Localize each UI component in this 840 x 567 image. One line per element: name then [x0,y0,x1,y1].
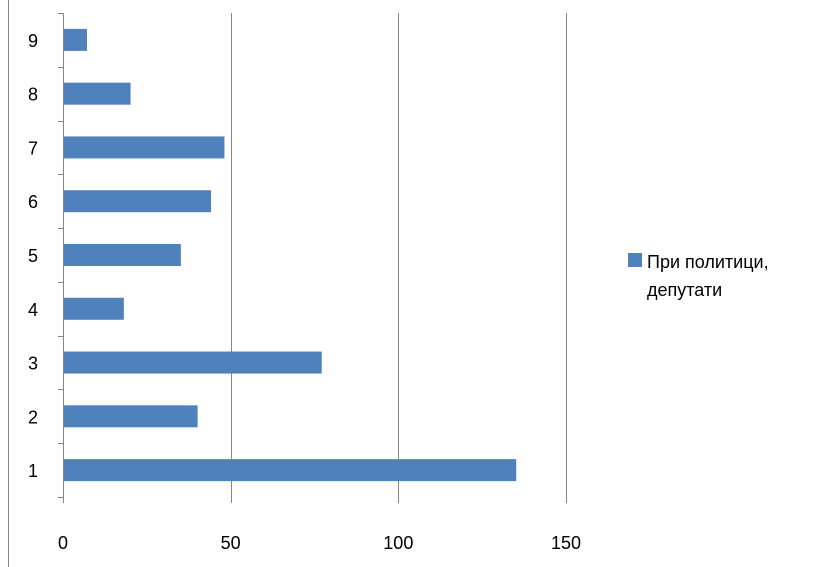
y-tick-label: 1 [28,461,38,481]
y-tick-label: 3 [28,354,38,374]
y-tick-label: 6 [28,192,38,212]
bar [63,297,124,320]
x-tick-label: 150 [551,533,581,553]
x-tick-label: 50 [221,533,241,553]
y-tick-label: 2 [28,407,38,427]
bar [63,351,322,374]
bar [63,405,198,428]
bar [63,190,212,213]
y-tick-label: 7 [28,138,38,158]
y-tick-label: 5 [28,246,38,266]
x-tick-label: 0 [58,533,68,553]
bar [63,82,131,105]
y-tick-label: 8 [28,85,38,105]
y-tick-label: 9 [28,31,38,51]
bar [63,28,87,51]
y-tick-label: 4 [28,300,38,320]
bar [63,136,225,159]
legend-label: При политици, депутати [647,252,769,300]
bar [63,459,517,482]
legend-swatch [628,253,642,267]
bar [63,244,181,266]
x-tick-label: 100 [383,533,413,553]
legend: При политици, депутати [628,248,828,304]
